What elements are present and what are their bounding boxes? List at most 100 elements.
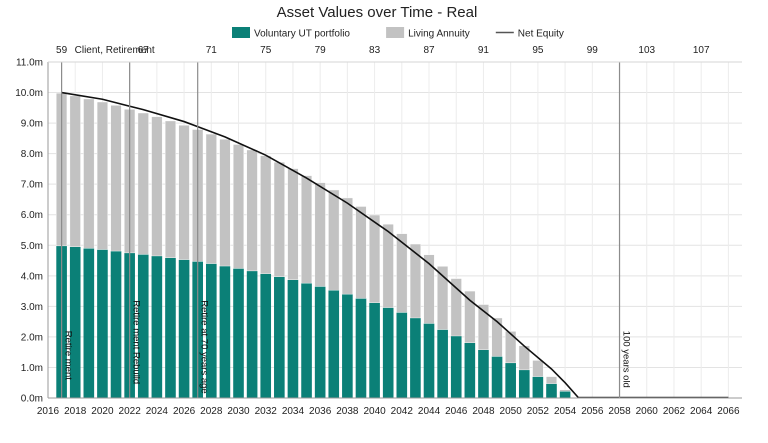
voluntary-ut-bar: [355, 298, 367, 398]
living-annuity-bar: [69, 95, 81, 248]
living-annuity-bar: [110, 105, 122, 252]
voluntary-ut-bar: [369, 302, 380, 398]
y-tick-label: 5.0m: [21, 241, 43, 252]
voluntary-ut-bar: [505, 362, 516, 398]
y-tick-label: 11.0m: [16, 58, 43, 69]
voluntary-ut-bar: [328, 290, 340, 398]
x-tick-label: 2060: [636, 406, 659, 417]
y-tick-label: 0.0m: [21, 394, 43, 405]
x-tick-label: 2028: [200, 406, 223, 417]
voluntary-ut-bar: [151, 255, 163, 398]
voluntary-ut-bar: [178, 259, 190, 398]
living-annuity-bar: [382, 223, 394, 308]
top-axis-label: 71: [206, 45, 218, 56]
living-annuity-bar: [83, 98, 95, 249]
living-annuity-bar: [341, 197, 353, 295]
living-annuity-bar: [369, 214, 381, 303]
top-axis-label: 87: [423, 45, 435, 56]
x-tick-label: 2038: [336, 406, 359, 417]
voluntary-ut-bar: [83, 248, 95, 398]
x-tick-label: 2040: [363, 406, 386, 417]
voluntary-ut-bar: [491, 356, 503, 398]
living-annuity-bar: [260, 155, 272, 274]
axes: 0.0m 1.0m 2.0m 3.0m 4.0m 5.0m 6.0m 7.0m 8.0m 9.0m…: [15, 45, 742, 417]
x-tick-label: 2046: [445, 406, 468, 417]
living-annuity-bar: [205, 133, 217, 264]
voluntary-ut-bar: [219, 266, 231, 398]
top-axis-label: 83: [369, 45, 381, 56]
legend-label: Living Annuity: [408, 29, 470, 40]
voluntary-ut-bar: [260, 273, 272, 398]
voluntary-ut-bar: [110, 251, 122, 398]
living-annuity-bar: [396, 233, 408, 313]
living-annuity-bar: [96, 101, 108, 250]
top-axis-label: 75: [260, 45, 272, 56]
y-tick-label: 10.0m: [15, 88, 43, 99]
x-tick-label: 2016: [37, 406, 60, 417]
living-annuity-bar: [314, 182, 326, 287]
x-tick-label: 2034: [282, 406, 305, 417]
legend-swatch: [232, 27, 250, 38]
y-tick-label: 9.0m: [21, 119, 43, 130]
voluntary-ut-bar: [246, 270, 258, 398]
x-tick-label: 2020: [91, 406, 114, 417]
x-tick-label: 2022: [119, 406, 142, 417]
x-tick-label: 2018: [64, 406, 87, 417]
top-axis-label: 99: [587, 45, 599, 56]
x-tick-label: 2048: [472, 406, 495, 417]
voluntary-ut-bar: [382, 307, 394, 398]
voluntary-ut-bar: [546, 383, 557, 398]
legend-label: Net Equity: [518, 29, 564, 40]
living-annuity-bar: [219, 139, 231, 267]
living-annuity-bar: [355, 206, 367, 299]
voluntary-ut-bar: [450, 335, 462, 398]
voluntary-ut-bar: [437, 329, 448, 398]
voluntary-ut-bar: [396, 312, 408, 398]
living-annuity-bar: [437, 266, 449, 330]
event-marker-label: Client, Retirement: [75, 45, 155, 56]
voluntary-ut-bar: [274, 276, 285, 398]
living-annuity-bar: [233, 144, 245, 269]
y-tick-label: 7.0m: [21, 180, 43, 191]
event-marker-label: Retire ment Rebuild: [131, 300, 142, 384]
living-annuity-bar: [532, 360, 544, 377]
voluntary-ut-bar: [410, 317, 421, 398]
x-tick-label: 2030: [227, 406, 250, 417]
y-tick-label: 2.0m: [21, 332, 43, 343]
legend: Voluntary UT portfolio Living Annuity Net …: [232, 27, 564, 40]
event-marker-label: Retire ment: [63, 331, 74, 380]
voluntary-ut-bar: [559, 391, 571, 398]
living-annuity-bar: [545, 376, 557, 384]
x-tick-label: 2056: [581, 406, 604, 417]
x-tick-label: 2064: [690, 406, 713, 417]
x-tick-label: 2024: [146, 406, 169, 417]
living-annuity-bar: [287, 168, 299, 280]
living-annuity-bar: [450, 278, 462, 337]
y-tick-label: 8.0m: [21, 149, 43, 160]
living-annuity-bar: [423, 254, 435, 324]
y-tick-label: 6.0m: [21, 210, 43, 221]
living-annuity-bar: [246, 149, 258, 272]
voluntary-ut-bar: [165, 257, 176, 398]
y-tick-label: 1.0m: [21, 363, 43, 374]
living-annuity-bar: [137, 112, 149, 255]
voluntary-ut-bar: [532, 376, 544, 398]
event-marker-label: 100 years old: [621, 331, 632, 388]
x-tick-label: 2052: [527, 406, 550, 417]
x-tick-label: 2042: [391, 406, 414, 417]
voluntary-ut-bar: [69, 246, 81, 398]
living-annuity-bar: [464, 290, 476, 343]
x-tick-label: 2058: [608, 406, 631, 417]
x-tick-label: 2032: [255, 406, 278, 417]
voluntary-ut-bar: [137, 254, 149, 398]
voluntary-ut-bar: [464, 342, 476, 398]
net-equity-line: [61, 91, 580, 399]
living-annuity-bar: [559, 389, 571, 392]
living-annuity-bar: [164, 120, 176, 258]
voluntary-ut-bar: [301, 283, 312, 398]
living-annuity-bar: [178, 125, 190, 260]
living-annuity-bar: [328, 189, 340, 291]
x-tick-label: 2062: [663, 406, 686, 417]
